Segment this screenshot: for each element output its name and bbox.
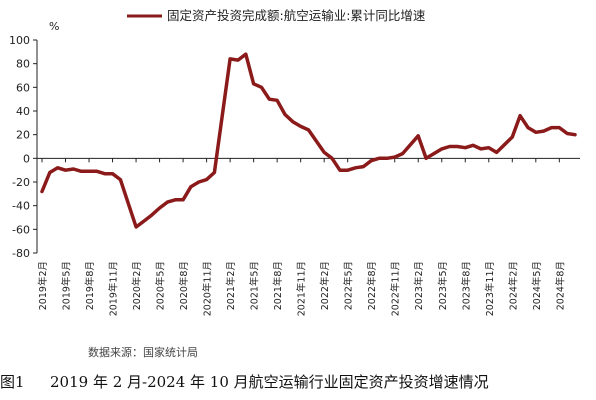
y-tick-label: 60 (16, 81, 30, 94)
x-tick-label: 2019年5月 (61, 261, 73, 310)
x-tick-label: 2020年5月 (155, 261, 167, 310)
x-tick-label: 2022年5月 (343, 261, 355, 310)
y-tick-label: -80 (12, 247, 30, 260)
y-tick-labels: 100 80 60 40 20 0 -20 -40 -60 -80 (9, 34, 37, 260)
x-tick-label: 2020年2月 (131, 261, 143, 310)
x-tick-label: 2023年2月 (413, 261, 425, 310)
series-layer (40, 52, 577, 229)
y-tick-label: 20 (16, 129, 30, 142)
y-tick-label: -60 (12, 223, 30, 236)
figure-label: 图1 (0, 373, 25, 391)
x-tick-label: 2022年2月 (319, 261, 331, 310)
x-tick-label: 2024年2月 (507, 261, 519, 310)
x-tick-label: 2021年8月 (272, 261, 284, 310)
y-tick-label: 100 (9, 34, 30, 47)
x-tick-label: 2022年11月 (390, 261, 402, 316)
x-tick-label: 2023年5月 (437, 261, 449, 310)
x-tick-label: 2024年8月 (554, 261, 566, 310)
y-tick-label: 80 (16, 58, 30, 71)
source-note: 数据来源：国家统计局 (88, 346, 198, 359)
y-tick-label: -20 (12, 176, 30, 189)
y-tick-label: 0 (23, 152, 30, 165)
x-tick-label: 2021年2月 (225, 261, 237, 310)
y-tick-label: -40 (12, 200, 30, 213)
legend: 固定资产投资完成额:航空运输业:累计同比增速 (127, 8, 426, 23)
x-tick-label: 2021年5月 (249, 261, 261, 310)
x-tick-label: 2022年8月 (366, 261, 378, 310)
x-tick-label: 2024年5月 (531, 261, 543, 310)
axes (36, 40, 580, 253)
x-tick-label: 2019年2月 (37, 261, 49, 310)
y-tick-label: 40 (16, 105, 30, 118)
figure-title: 2019 年 2 月-2024 年 10 月航空运输行业固定资产投资增速情况 (50, 373, 489, 391)
figure-caption: 图1 2019 年 2 月-2024 年 10 月航空运输行业固定资产投资增速情况 (0, 371, 596, 392)
y-axis-unit: % (49, 20, 59, 33)
x-tick-labels: 2019年2月 2019年5月 2019年8月 2019年11月 2020年2月 2020… (37, 158, 566, 316)
x-tick-label: 2023年11月 (484, 261, 496, 316)
line-chart: 固定资产投资完成额:航空运输业:累计同比增速 % 100 80 60 40 20 0 -20… (9, 8, 580, 316)
legend-label: 固定资产投资完成额:航空运输业:累计同比增速 (167, 8, 426, 23)
x-tick-label: 2021年11月 (296, 261, 308, 316)
x-tick-label: 2019年8月 (84, 261, 96, 310)
series-line (40, 52, 577, 229)
x-tick-label: 2020年11月 (202, 261, 214, 316)
x-tick-label: 2019年11月 (108, 261, 120, 316)
x-tick-label: 2023年8月 (460, 261, 472, 310)
x-tick-label: 2020年8月 (178, 261, 190, 310)
